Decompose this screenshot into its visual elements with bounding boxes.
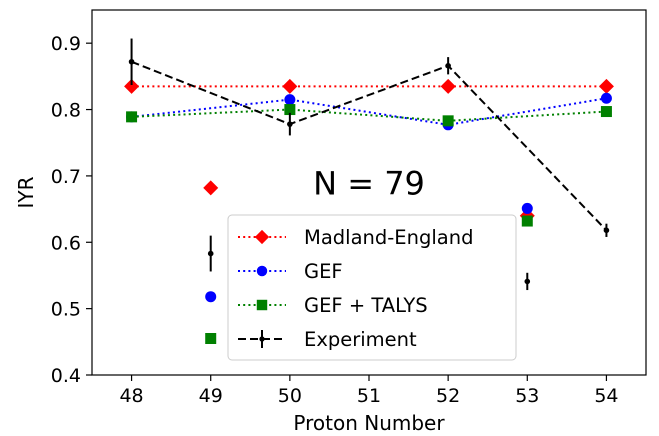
series-line: [131, 108, 607, 122]
legend-marker: [256, 299, 268, 311]
data-point: [524, 278, 531, 285]
data-point: [440, 78, 456, 94]
legend-item: GEF + TALYS: [238, 294, 428, 317]
x-tick-label: 51: [357, 385, 381, 407]
data-point: [287, 121, 293, 127]
y-tick-label: 0.7: [51, 166, 81, 188]
x-tick-label: 52: [436, 385, 460, 407]
data-point: [521, 215, 533, 227]
y-tick-label: 0.8: [51, 100, 81, 122]
data-point: [598, 78, 614, 94]
legend-marker: [256, 265, 268, 277]
data-marks: [124, 38, 614, 344]
data-point: [284, 104, 296, 116]
data-point: [284, 94, 296, 106]
data-point: [128, 58, 135, 65]
legend-item: GEF: [238, 260, 343, 283]
legend-label: Madland-England: [304, 226, 473, 249]
data-point: [445, 62, 451, 69]
data-point: [205, 333, 217, 344]
legend-label: Experiment: [304, 328, 417, 351]
legend-label: GEF + TALYS: [304, 294, 428, 317]
series-experiment: [128, 38, 610, 291]
legend-marker: [259, 336, 265, 342]
data-point: [126, 111, 138, 123]
y-axis-label: IYR: [14, 176, 38, 208]
x-tick-label: 50: [278, 385, 302, 407]
legend-label: GEF: [304, 260, 343, 283]
legend-box: [227, 214, 517, 361]
y-tick-label: 0.6: [51, 232, 81, 254]
data-point: [600, 92, 612, 104]
n-annotation: N = 79: [313, 164, 425, 202]
data-point: [203, 180, 219, 196]
data-point: [442, 115, 454, 127]
axis-ticks: 48 49 50 51 52 53 54 0.4 0.5 0.6 0.7 0.8 0.9: [51, 33, 619, 407]
x-tick-label: 49: [199, 385, 223, 407]
y-tick-label: 0.9: [51, 33, 81, 55]
series-line: [131, 60, 608, 232]
data-point: [521, 202, 533, 214]
y-tick-label: 0.4: [51, 365, 81, 387]
series-gef-talys: [126, 104, 612, 344]
x-axis-label: Proton Number: [293, 411, 445, 435]
data-point: [282, 78, 298, 94]
x-tick-label: 54: [594, 385, 618, 407]
data-point: [600, 106, 612, 118]
data-point: [603, 227, 610, 234]
x-tick-label: 53: [515, 385, 539, 407]
data-point: [205, 291, 217, 303]
data-point: [207, 250, 214, 257]
legend-item: Experiment: [238, 328, 417, 351]
legend: Madland-England GEF GEF + TALYS Experiment: [227, 214, 517, 361]
legend-item: Madland-England: [238, 226, 473, 249]
x-tick-label: 48: [119, 385, 143, 407]
data-point: [124, 78, 140, 94]
y-tick-label: 0.5: [51, 299, 81, 321]
series-line: [131, 97, 607, 126]
legend-marker: [254, 229, 270, 245]
